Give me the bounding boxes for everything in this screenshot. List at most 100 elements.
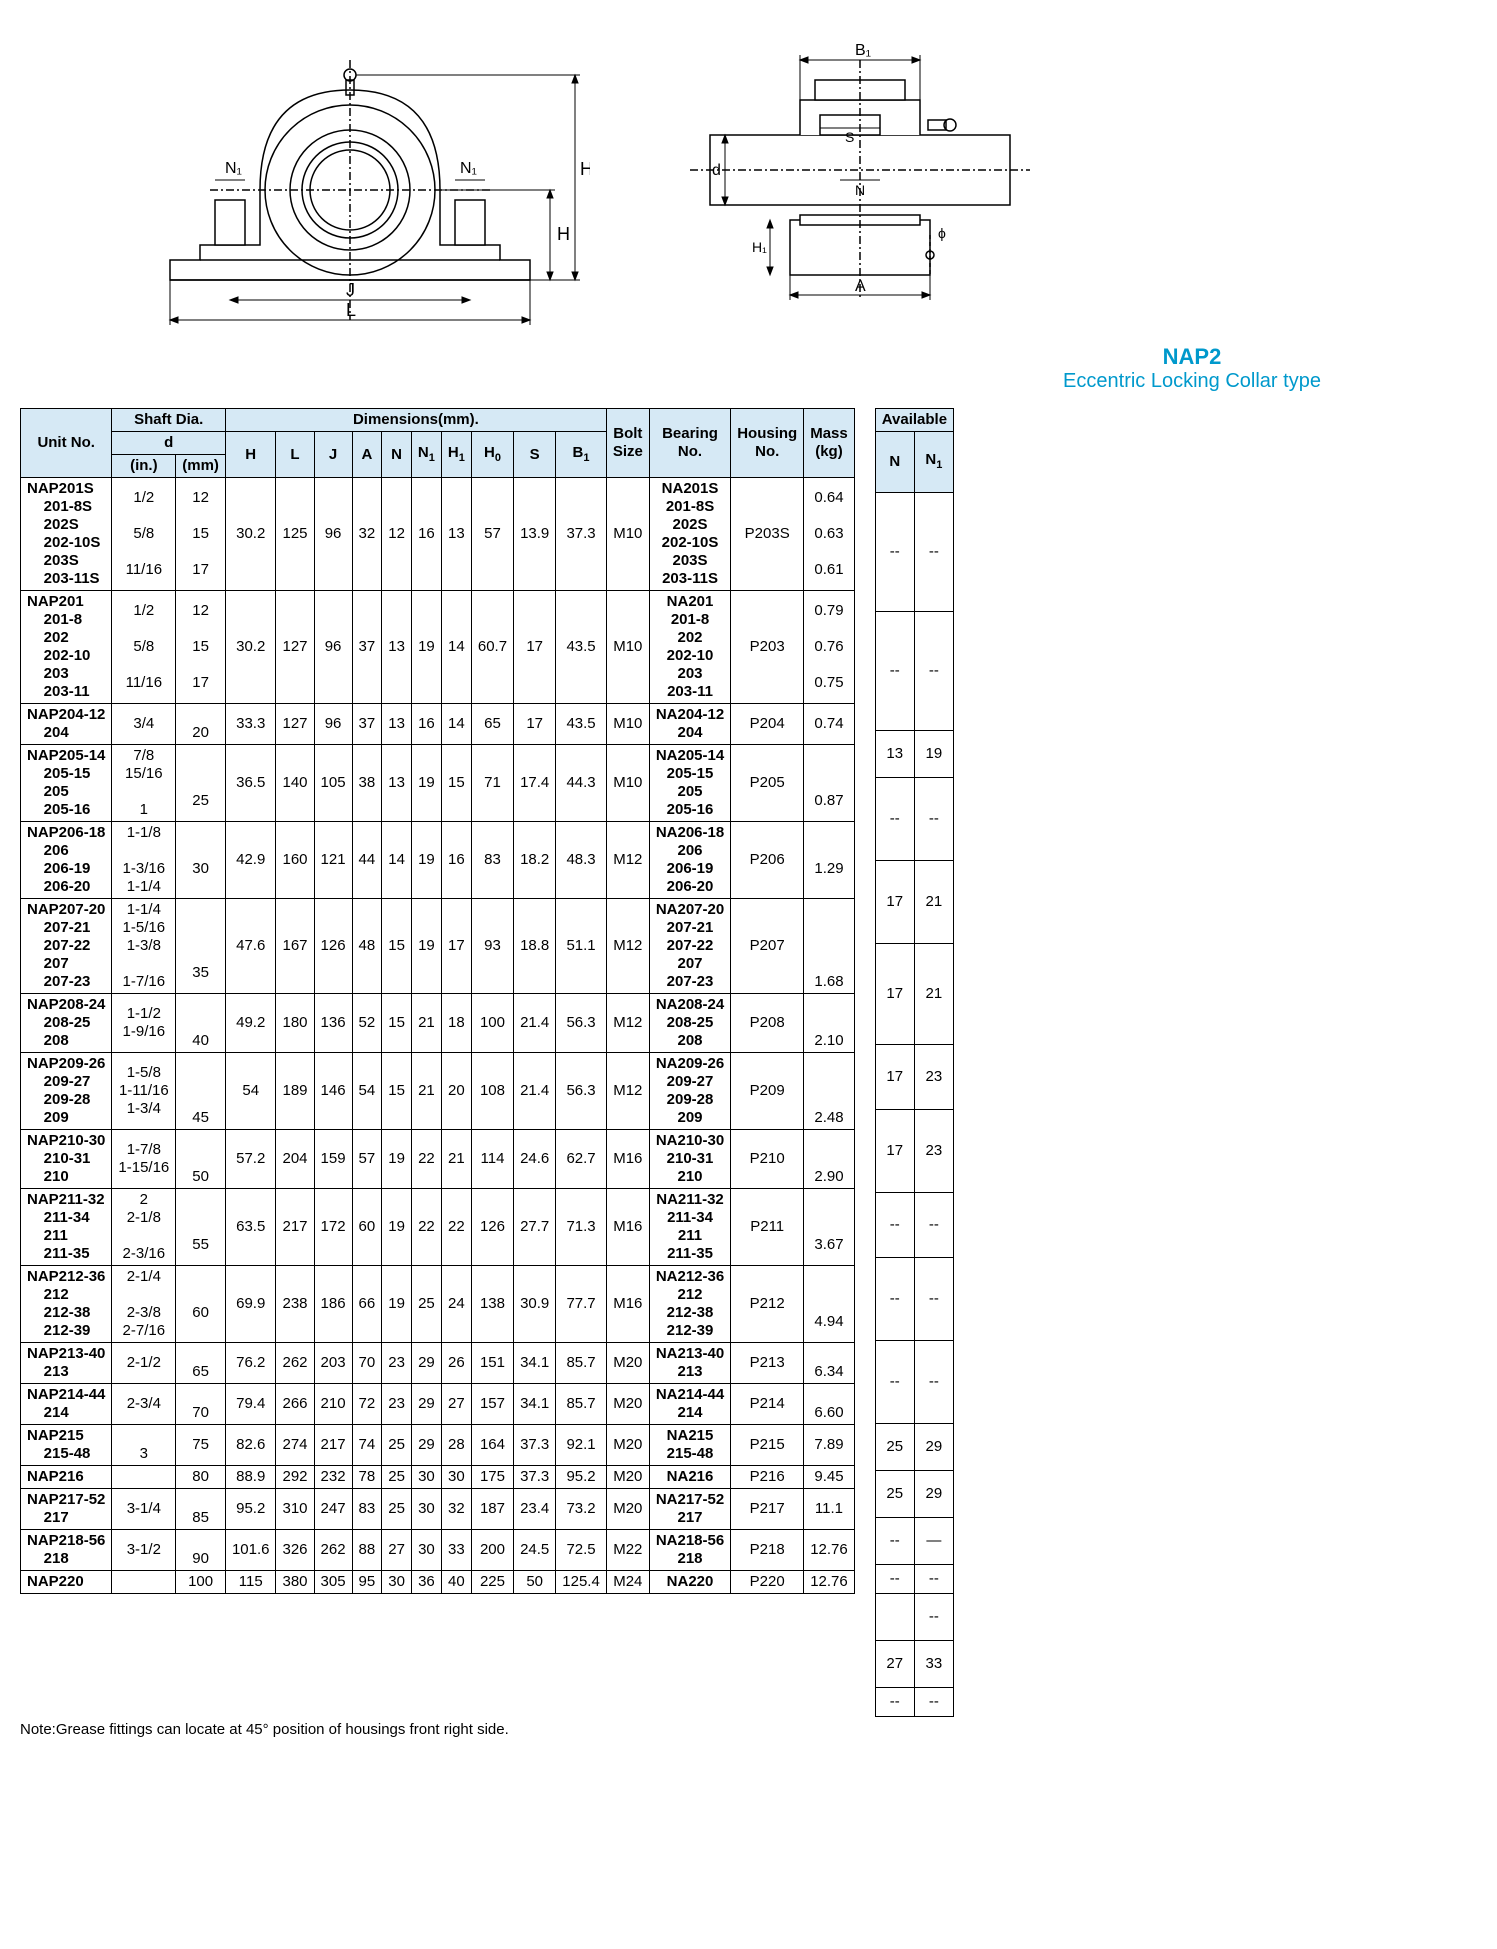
cell-J: 305 bbox=[314, 1571, 352, 1594]
cell-mm: 100 bbox=[176, 1571, 226, 1594]
table-row: ---- bbox=[875, 1258, 953, 1341]
cell-bolt: M10 bbox=[606, 745, 649, 822]
cell-aN1: 23 bbox=[914, 1045, 953, 1110]
footer-note: Note:Grease fittings can locate at 45° p… bbox=[20, 1721, 1477, 1738]
page: N₁ N₁ J L bbox=[20, 20, 1477, 1738]
hdr-bolt: BoltSize bbox=[606, 409, 649, 478]
table-row: NAP201S 201-8S 202S 202-10S 203S 203-11S… bbox=[21, 478, 855, 591]
cell-H0: 71 bbox=[471, 745, 513, 822]
cell-N1: 19 bbox=[411, 899, 441, 994]
cell-J: 146 bbox=[314, 1053, 352, 1130]
cell-bolt: M12 bbox=[606, 899, 649, 994]
cell-N1: 30 bbox=[411, 1466, 441, 1489]
cell-H1: 16 bbox=[441, 822, 471, 899]
cell-mass: 0.74 bbox=[804, 704, 855, 745]
cell-B1: 71.3 bbox=[556, 1189, 607, 1266]
cell-housing: P206 bbox=[731, 822, 804, 899]
cell-aN1: -- bbox=[914, 1258, 953, 1341]
cell-in: 3/4 bbox=[112, 704, 176, 745]
hdr-unit: Unit No. bbox=[21, 409, 112, 478]
cell-A: 44 bbox=[352, 822, 382, 899]
cell-A: 37 bbox=[352, 591, 382, 704]
cell-aN1: -- bbox=[914, 612, 953, 731]
table-row: 1319 bbox=[875, 731, 953, 778]
cell-H0: 175 bbox=[471, 1466, 513, 1489]
cell-A: 95 bbox=[352, 1571, 382, 1594]
cell-H0: 83 bbox=[471, 822, 513, 899]
cell-in: 1-1/4 1-5/16 1-3/8 1-7/16 bbox=[112, 899, 176, 994]
cell-S: 27.7 bbox=[514, 1189, 556, 1266]
cell-J: 96 bbox=[314, 591, 352, 704]
cell-mm: 85 bbox=[176, 1489, 226, 1530]
cell-J: 232 bbox=[314, 1466, 352, 1489]
cell-H1: 14 bbox=[441, 704, 471, 745]
cell-L: 262 bbox=[276, 1343, 314, 1384]
svg-text:ϕ: ϕ bbox=[938, 225, 946, 241]
cell-housing: P218 bbox=[731, 1530, 804, 1571]
cell-J: 210 bbox=[314, 1384, 352, 1425]
cell-bearing: NA212-36 212 212-38 212-39 bbox=[649, 1266, 730, 1343]
cell-H: 79.4 bbox=[225, 1384, 276, 1425]
cell-mass: 3.67 bbox=[804, 1189, 855, 1266]
table-row: NAP205-14 205-15 205 205-167/8 15/16 1 2… bbox=[21, 745, 855, 822]
cell-mass: 6.34 bbox=[804, 1343, 855, 1384]
cell-S: 37.3 bbox=[514, 1425, 556, 1466]
cell-H: 30.2 bbox=[225, 478, 276, 591]
cell-S: 37.3 bbox=[514, 1466, 556, 1489]
table-row: ---- bbox=[875, 1565, 953, 1594]
cell-unit: NAP204-12 204 bbox=[21, 704, 112, 745]
cell-bolt: M10 bbox=[606, 478, 649, 591]
cell-A: 38 bbox=[352, 745, 382, 822]
cell-B1: 125.4 bbox=[556, 1571, 607, 1594]
cell-H: 42.9 bbox=[225, 822, 276, 899]
cell-aN1: -- bbox=[914, 1565, 953, 1594]
svg-text:N₁: N₁ bbox=[460, 160, 477, 177]
cell-unit: NAP212-36 212 212-38 212-39 bbox=[21, 1266, 112, 1343]
cell-H0: 200 bbox=[471, 1530, 513, 1571]
hdr-mass: Mass(kg) bbox=[804, 409, 855, 478]
pillow-block-front-svg: N₁ N₁ J L bbox=[110, 20, 590, 330]
svg-text:H₁: H₁ bbox=[752, 239, 767, 255]
cell-mm: 35 bbox=[176, 899, 226, 994]
cell-S: 30.9 bbox=[514, 1266, 556, 1343]
cell-unit: NAP216 bbox=[21, 1466, 112, 1489]
cell-aN1: — bbox=[914, 1518, 953, 1565]
cell-mass: 0.64 0.63 0.61 bbox=[804, 478, 855, 591]
cell-mass: 0.79 0.76 0.75 bbox=[804, 591, 855, 704]
cell-S: 21.4 bbox=[514, 1053, 556, 1130]
cell-mm: 40 bbox=[176, 994, 226, 1053]
cell-H1: 24 bbox=[441, 1266, 471, 1343]
svg-text:J: J bbox=[346, 280, 355, 300]
table-row: ---- bbox=[875, 1193, 953, 1258]
cell-N1: 16 bbox=[411, 478, 441, 591]
cell-A: 88 bbox=[352, 1530, 382, 1571]
cell-in: 2-3/4 bbox=[112, 1384, 176, 1425]
cell-housing: P208 bbox=[731, 994, 804, 1053]
cell-A: 57 bbox=[352, 1130, 382, 1189]
svg-text:A: A bbox=[855, 278, 866, 295]
cell-aN1: 29 bbox=[914, 1471, 953, 1518]
cell-S: 24.5 bbox=[514, 1530, 556, 1571]
cell-aN1: 23 bbox=[914, 1110, 953, 1193]
cell-bearing: NA214-44 214 bbox=[649, 1384, 730, 1425]
cell-L: 274 bbox=[276, 1425, 314, 1466]
hdr-mm: (mm) bbox=[176, 455, 226, 478]
cell-J: 121 bbox=[314, 822, 352, 899]
pillow-block-side-svg: ϕ B₁ S N bbox=[670, 20, 1050, 330]
cell-H0: 126 bbox=[471, 1189, 513, 1266]
cell-bearing: NA217-52 217 bbox=[649, 1489, 730, 1530]
cell-N1: 25 bbox=[411, 1266, 441, 1343]
cell-in: 1/2 5/8 11/16 bbox=[112, 478, 176, 591]
cell-aN: 27 bbox=[875, 1641, 914, 1688]
cell-H0: 57 bbox=[471, 478, 513, 591]
cell-aN: -- bbox=[875, 493, 914, 612]
cell-J: 159 bbox=[314, 1130, 352, 1189]
cell-unit: NAP210-30 210-31 210 bbox=[21, 1130, 112, 1189]
table-row: NAP211-32 211-34 211 211-352 2-1/8 2-3/1… bbox=[21, 1189, 855, 1266]
cell-H: 101.6 bbox=[225, 1530, 276, 1571]
cell-housing: P203 bbox=[731, 591, 804, 704]
cell-bearing: NA206-18 206 206-19 206-20 bbox=[649, 822, 730, 899]
hdr-L: L bbox=[276, 432, 314, 478]
main-table: Unit No. Shaft Dia. Dimensions(mm). Bolt… bbox=[20, 408, 855, 1594]
cell-L: 238 bbox=[276, 1266, 314, 1343]
